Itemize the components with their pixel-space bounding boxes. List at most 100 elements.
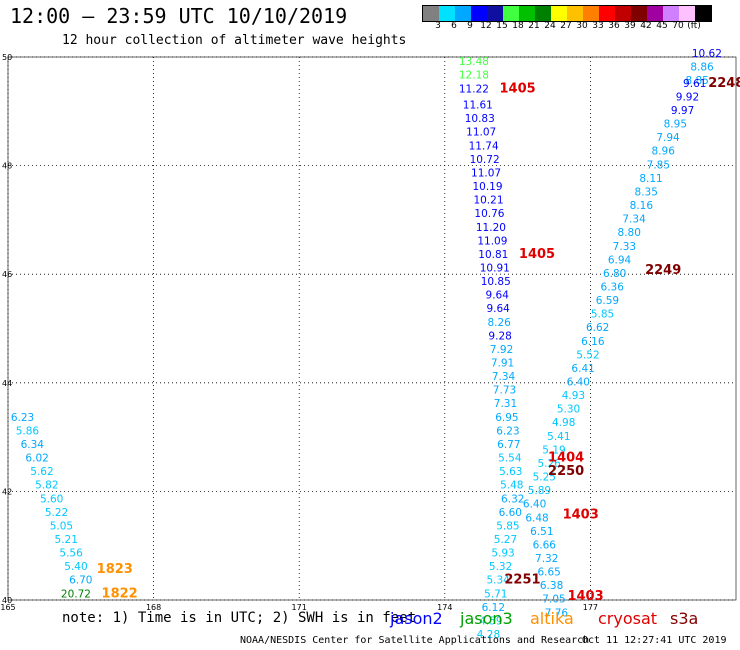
wave-height-point: 7.73	[493, 385, 516, 397]
color-scale-label: 21	[528, 21, 540, 31]
wave-height-point: 5.60	[40, 493, 63, 505]
wave-height-point: 5.82	[35, 480, 58, 492]
wave-height-point: 7.85	[647, 159, 670, 171]
wave-height-point: 6.70	[69, 575, 92, 587]
wave-height-point: 8.11	[639, 173, 662, 185]
wave-height-point: 5.26	[537, 458, 561, 470]
legend-jason2: jason2	[390, 609, 443, 628]
wave-height-point: 4.59	[479, 615, 502, 627]
time-label: 1405	[519, 247, 555, 262]
wave-height-point: 5.63	[499, 466, 522, 478]
data-points: 13.4812.1811.2211.6110.8311.0711.7410.72…	[11, 48, 722, 641]
wave-height-point: 5.32	[489, 561, 512, 573]
wave-height-point: 5.86	[16, 425, 40, 437]
color-scale-label: 42	[640, 21, 652, 31]
time-label: 2250	[548, 464, 584, 479]
wave-height-point: 10.83	[465, 113, 495, 125]
wave-height-point: 8.86	[690, 62, 714, 74]
wave-height-point: 6.02	[25, 453, 48, 465]
time-label: 2251	[504, 573, 540, 588]
wave-height-point: 9.64	[486, 290, 510, 302]
x-tick-label: 165	[0, 603, 15, 612]
wave-height-point: 6.95	[495, 412, 518, 424]
wave-height-point: 11.61	[463, 100, 493, 112]
wave-height-point: 10.21	[473, 195, 503, 207]
wave-height-point: 9.61	[683, 78, 706, 90]
color-scale-bar	[422, 5, 712, 22]
wave-height-point: 11.09	[477, 235, 507, 247]
footer-timestamp: Oct 11 12:27:41 UTC 2019	[582, 635, 727, 646]
color-swatch	[551, 6, 567, 21]
time-label: 1403	[567, 589, 603, 604]
wave-height-point: 6.40	[523, 499, 546, 511]
wave-height-point: 9.28	[488, 330, 511, 342]
color-swatch	[567, 6, 583, 21]
wave-height-point: 8.95	[664, 119, 687, 131]
time-label: 1822	[102, 586, 138, 601]
legend-jason3: jason3	[460, 609, 513, 628]
y-tick-label: 44	[2, 379, 12, 388]
wave-height-point: 11.74	[469, 140, 499, 152]
x-tick-label: 174	[437, 603, 452, 612]
wave-height-point: 7.34	[492, 371, 516, 383]
wave-height-point: 5.41	[547, 431, 570, 443]
wave-height-point: 6.62	[586, 322, 609, 334]
legend-altika: altika	[530, 609, 574, 628]
legend-cryosat: cryosat	[598, 609, 658, 628]
time-label: 1403	[563, 508, 599, 523]
wave-height-point: 11.22	[459, 83, 489, 95]
wave-height-point: 4.93	[562, 390, 585, 402]
wave-height-point: 6.36	[601, 281, 625, 293]
wave-height-point: 7.76	[545, 607, 569, 619]
wave-height-point: 6.48	[525, 512, 548, 524]
wave-height-point: 5.40	[64, 561, 87, 573]
color-swatch	[535, 6, 551, 21]
footer-credit: NOAA/NESDIS Center for Satellite Applica…	[240, 635, 590, 646]
wave-height-point: 6.59	[596, 295, 619, 307]
wave-height-point: 13.48	[459, 56, 489, 68]
wave-height-point: 6.23	[496, 425, 519, 437]
color-scale-label: 30	[576, 21, 588, 31]
wave-height-point: 5.21	[55, 534, 78, 546]
wave-height-point: 8.96	[652, 146, 676, 158]
chart-grid	[7, 56, 737, 601]
wave-height-point: 6.80	[603, 268, 626, 280]
wave-height-point: 7.31	[494, 398, 517, 410]
wave-height-point: 6.51	[530, 526, 553, 538]
color-scale-label: 39	[624, 21, 636, 31]
wave-height-point: 6.12	[482, 602, 505, 614]
wave-height-point: 10.85	[481, 276, 511, 288]
wave-height-point: 9.92	[676, 91, 699, 103]
color-swatch	[583, 6, 599, 21]
wave-height-point: 5.48	[500, 480, 523, 492]
time-label: 2249	[645, 263, 681, 278]
wave-height-point: 10.76	[474, 208, 504, 220]
y-tick-label: 50	[2, 53, 12, 62]
y-tick-label: 48	[2, 162, 12, 171]
wave-height-point: 6.34	[21, 439, 45, 451]
wave-height-point: 11.07	[471, 167, 501, 179]
wave-height-point: 10.19	[472, 181, 502, 193]
wave-height-point: 5.56	[59, 548, 83, 560]
color-swatch	[471, 6, 487, 21]
wave-height-point: 4.28	[477, 629, 500, 641]
time-label: 1404	[548, 451, 584, 466]
x-tick-label: 171	[292, 603, 307, 612]
wave-height-point: 8.85	[685, 75, 708, 87]
wave-height-point: 9.97	[671, 105, 694, 117]
color-scale-label: 6	[451, 21, 457, 31]
wave-height-point: 10.91	[480, 262, 510, 274]
wave-height-point: 5.27	[494, 534, 517, 546]
color-scale-label: 12	[480, 21, 492, 31]
wave-height-point: 5.25	[533, 472, 556, 484]
wave-height-point: 6.40	[567, 377, 590, 389]
wave-height-point: 7.33	[613, 241, 636, 253]
color-scale-label: (ft)	[687, 21, 701, 31]
color-scale-label: 45	[656, 21, 668, 31]
color-scale-label: 70	[672, 21, 684, 31]
wave-height-point: 6.16	[581, 336, 605, 348]
color-swatch	[679, 6, 695, 21]
y-tick-label: 40	[2, 596, 12, 605]
